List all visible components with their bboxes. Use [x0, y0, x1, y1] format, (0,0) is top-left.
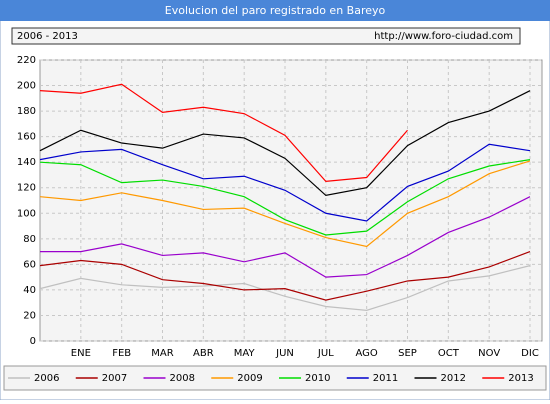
series-line [39, 90, 531, 197]
y-tick-label: 120 [17, 183, 36, 194]
chart-title: Evolucion del paro registrado en Bareyo [165, 4, 386, 17]
legend-label: 2012 [441, 373, 466, 384]
series-line [39, 251, 531, 301]
y-tick-label: 20 [23, 310, 36, 321]
series-line [39, 83, 408, 182]
y-tick-label: 180 [17, 106, 36, 117]
legend-label: 2008 [170, 373, 195, 384]
x-tick-label: DIC [521, 348, 539, 359]
x-tick-label: JUL [317, 348, 334, 359]
x-tick-label: MAY [234, 348, 256, 359]
legend-label: 2011 [373, 373, 398, 384]
title-bar [0, 0, 550, 21]
series-line [39, 143, 531, 222]
x-tick-label: OCT [438, 348, 460, 359]
y-tick-label: 160 [17, 132, 36, 143]
x-tick-label: NOV [478, 348, 500, 359]
x-tick-label: ABR [193, 348, 214, 359]
y-tick-label: 80 [23, 234, 36, 245]
subtitle: 2006 - 2013 [17, 31, 78, 42]
y-tick-label: 220 [17, 55, 36, 66]
y-tick-label: 0 [30, 336, 36, 347]
subtitle-bar [11, 27, 521, 45]
series-line [39, 160, 531, 248]
series-line [40, 196, 531, 278]
x-tick-label: FEB [112, 348, 131, 359]
legend-label: 2007 [102, 373, 127, 384]
x-tick-label: SEP [398, 348, 417, 359]
legend-label: 2006 [34, 373, 59, 384]
series-line [39, 159, 531, 236]
legend-label: 2010 [305, 373, 330, 384]
y-tick-label: 40 [23, 285, 36, 296]
source: http://www.foro-ciudad.com [374, 31, 513, 42]
series-line [39, 265, 531, 311]
x-tick-label: AGO [356, 348, 378, 359]
y-tick-label: 200 [17, 81, 36, 92]
x-tick-label: JUN [275, 348, 294, 359]
y-tick-label: 100 [17, 208, 36, 219]
plot-area [39, 59, 543, 342]
legend-label: 2013 [508, 373, 533, 384]
legend-label: 2009 [237, 373, 262, 384]
x-tick-label: MAR [151, 348, 173, 359]
x-tick-label: ENE [71, 348, 91, 359]
y-tick-label: 140 [17, 157, 36, 168]
y-tick-label: 60 [23, 259, 36, 270]
